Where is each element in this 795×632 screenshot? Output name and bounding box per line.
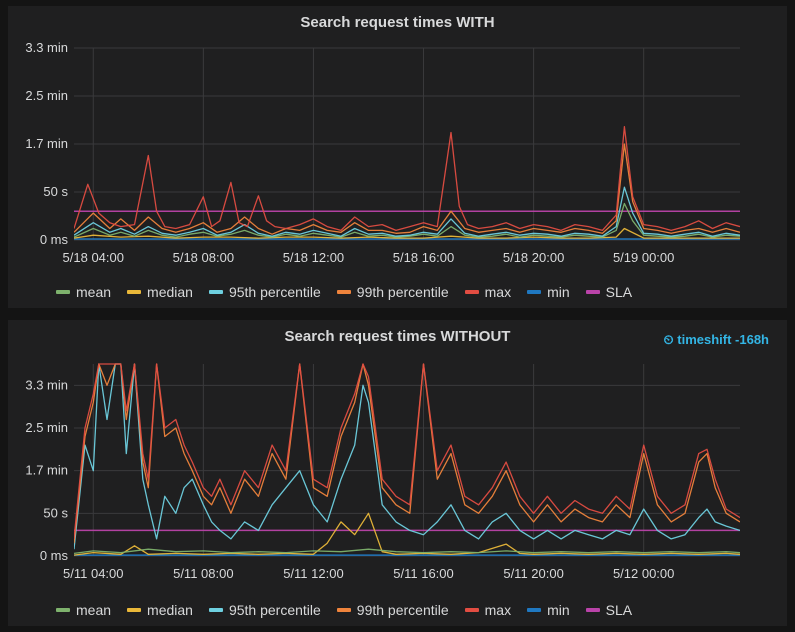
series-line-median bbox=[74, 512, 740, 556]
x-tick-label: 5/11 20:00 bbox=[503, 566, 563, 581]
legend-label: min bbox=[547, 602, 570, 618]
legend-label: SLA bbox=[605, 284, 633, 300]
legend-swatch-median bbox=[127, 290, 142, 294]
legend: mean median 95th percentile 99th percent… bbox=[56, 284, 632, 300]
y-tick-label: 1.7 min bbox=[25, 136, 68, 151]
legend-item-max[interactable]: max bbox=[464, 284, 512, 300]
panel-with: Search request times WITH 0 ms 50 s 1.7 mi… bbox=[8, 6, 787, 308]
legend-swatch-p95 bbox=[208, 608, 223, 612]
legend-swatch-min bbox=[527, 608, 542, 612]
chart-without[interactable]: 0 ms 50 s 1.7 min 2.5 min 3.3 min 5/11 04:00 5… bbox=[8, 320, 787, 594]
y-tick-label: 50 s bbox=[43, 505, 68, 520]
y-tick-label: 50 s bbox=[43, 184, 68, 199]
x-tick-label: 5/11 08:00 bbox=[173, 566, 233, 581]
legend-label: mean bbox=[76, 602, 112, 618]
chart-with[interactable]: 0 ms 50 s 1.7 min 2.5 min 3.3 min 5/18 04:00 5… bbox=[8, 6, 787, 276]
series-line-median bbox=[74, 227, 740, 239]
legend-item-p95[interactable]: 95th percentile bbox=[208, 602, 321, 618]
x-tick-label: 5/18 04:00 bbox=[63, 250, 124, 265]
y-tick-label: 3.3 min bbox=[25, 377, 68, 392]
y-tick-label: 1.7 min bbox=[25, 463, 68, 478]
legend-swatch-median bbox=[127, 608, 142, 612]
panel-title[interactable]: Search request times WITHOUT bbox=[284, 328, 511, 345]
legend-item-min[interactable]: min bbox=[527, 284, 570, 300]
legend-swatch-min bbox=[527, 290, 542, 294]
legend-swatch-p99 bbox=[336, 290, 351, 294]
x-tick-label: 5/11 12:00 bbox=[283, 566, 343, 581]
panel-title[interactable]: Search request times WITH bbox=[300, 14, 495, 31]
x-tick-label: 5/18 20:00 bbox=[503, 250, 564, 265]
series-line-max bbox=[74, 126, 740, 232]
legend-swatch-max bbox=[464, 290, 479, 294]
legend-label: 95th percentile bbox=[228, 602, 321, 618]
legend-label: 99th percentile bbox=[356, 284, 449, 300]
x-tick-label: 5/18 12:00 bbox=[283, 250, 344, 265]
y-tick-label: 0 ms bbox=[40, 232, 69, 247]
legend-item-sla[interactable]: SLA bbox=[585, 602, 633, 618]
series-line-p95 bbox=[74, 186, 740, 237]
y-tick-label: 2.5 min bbox=[25, 88, 68, 103]
x-tick-label: 5/18 08:00 bbox=[173, 250, 234, 265]
series-line-mean bbox=[74, 202, 740, 238]
legend-item-median[interactable]: median bbox=[127, 602, 193, 618]
x-tick-label: 5/19 00:00 bbox=[613, 250, 674, 265]
legend-label: max bbox=[484, 602, 512, 618]
legend-label: 95th percentile bbox=[228, 284, 321, 300]
legend-swatch-mean bbox=[56, 290, 70, 294]
legend-item-median[interactable]: median bbox=[127, 284, 193, 300]
legend-item-p99[interactable]: 99th percentile bbox=[336, 602, 449, 618]
legend-item-mean[interactable]: mean bbox=[56, 602, 111, 618]
legend: mean median 95th percentile 99th percent… bbox=[56, 602, 632, 618]
x-tick-label: 5/12 00:00 bbox=[613, 566, 674, 581]
series-line-mean bbox=[74, 548, 740, 555]
y-tick-label: 2.5 min bbox=[25, 420, 68, 435]
legend-swatch-p95 bbox=[208, 290, 223, 294]
series-group bbox=[74, 363, 740, 556]
legend-swatch-mean bbox=[56, 608, 70, 612]
panel-without: Search request times WITHOUT ⏲ timeshift… bbox=[8, 320, 787, 626]
legend-item-min[interactable]: min bbox=[527, 602, 570, 618]
legend-item-sla[interactable]: SLA bbox=[585, 284, 633, 300]
series-group bbox=[74, 126, 740, 240]
legend-label: SLA bbox=[605, 602, 633, 618]
legend-item-max[interactable]: max bbox=[464, 602, 512, 618]
timeshift-info: ⏲ timeshift -168h bbox=[663, 332, 770, 347]
legend-item-mean[interactable]: mean bbox=[56, 284, 111, 300]
series-line-p99 bbox=[74, 143, 740, 235]
series-line-p95 bbox=[74, 363, 740, 550]
legend-label: 99th percentile bbox=[356, 602, 449, 618]
legend-swatch-sla bbox=[585, 608, 600, 612]
series-line-max bbox=[74, 363, 740, 539]
legend-item-p95[interactable]: 95th percentile bbox=[208, 284, 321, 300]
legend-label: mean bbox=[76, 284, 112, 300]
x-tick-label: 5/11 16:00 bbox=[393, 566, 453, 581]
y-tick-label: 3.3 min bbox=[25, 40, 68, 55]
legend-swatch-max bbox=[464, 608, 479, 612]
legend-label: max bbox=[484, 284, 512, 300]
legend-label: min bbox=[547, 284, 570, 300]
y-tick-label: 0 ms bbox=[40, 548, 69, 563]
legend-label: median bbox=[147, 602, 193, 618]
legend-swatch-sla bbox=[585, 290, 600, 294]
x-tick-label: 5/11 04:00 bbox=[63, 566, 123, 581]
x-tick-label: 5/18 16:00 bbox=[393, 250, 454, 265]
legend-item-p99[interactable]: 99th percentile bbox=[336, 284, 449, 300]
legend-swatch-p99 bbox=[336, 608, 351, 612]
legend-label: median bbox=[147, 284, 193, 300]
